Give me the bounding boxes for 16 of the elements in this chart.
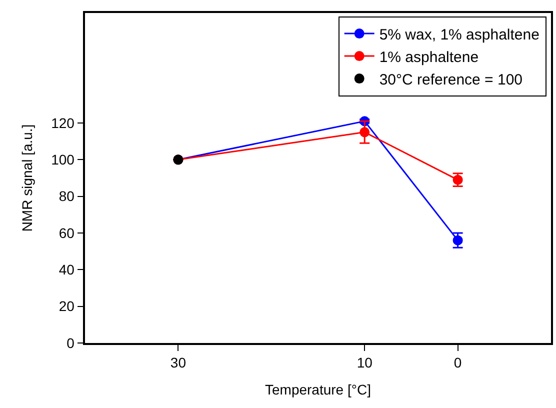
x-tick-label: 30 bbox=[170, 354, 186, 371]
y-tick-label: 60 bbox=[58, 224, 75, 241]
y-tick-label: 40 bbox=[58, 262, 75, 278]
y-tick-label: 120 bbox=[51, 114, 75, 131]
legend-label: 1% asphaltene bbox=[379, 48, 479, 66]
x-tick-label: 10 bbox=[356, 354, 373, 371]
y-tick-label: 80 bbox=[58, 188, 75, 204]
point bbox=[360, 127, 370, 138]
y-axis-title: NMR signal [a.u.] bbox=[19, 124, 36, 232]
x-axis-title: Temperature [°C] bbox=[265, 381, 371, 398]
y-tick-label: 0 bbox=[66, 334, 75, 351]
x-tick-label: 0 bbox=[454, 354, 462, 371]
legend-label: 30°C reference = 100 bbox=[379, 71, 523, 88]
y-tick-label: 100 bbox=[51, 152, 75, 168]
legend-label: 5% wax, 1% asphaltene bbox=[379, 26, 540, 44]
y-tick-label: 20 bbox=[58, 298, 75, 314]
